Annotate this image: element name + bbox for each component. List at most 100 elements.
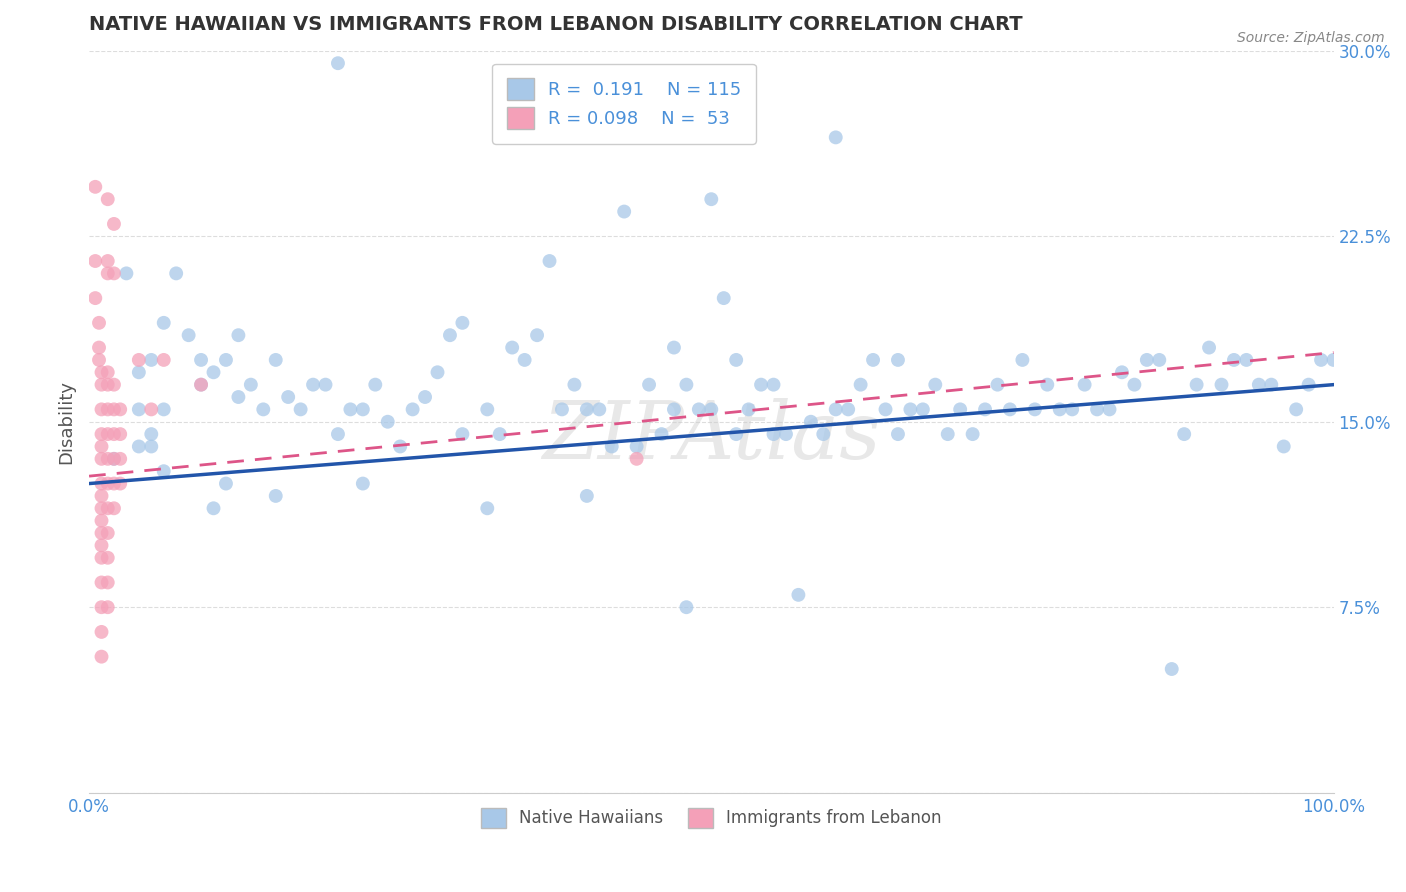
Point: [575, 489, 598, 503]
Point: [90, 402, 112, 417]
Point: [103, 427, 125, 442]
Point: [141, 402, 163, 417]
Point: [90, 649, 112, 664]
Point: [97, 575, 120, 590]
Point: [87, 316, 110, 330]
Point: [1223, 353, 1246, 368]
Point: [326, 427, 349, 442]
Point: [97, 526, 120, 541]
Point: [90, 365, 112, 379]
Point: [824, 402, 846, 417]
Point: [103, 501, 125, 516]
Point: [364, 377, 387, 392]
Point: [1085, 402, 1108, 417]
Point: [90, 489, 112, 503]
Point: [90, 538, 112, 552]
Point: [128, 440, 150, 454]
Point: [352, 476, 374, 491]
Point: [849, 377, 872, 392]
Point: [1160, 662, 1182, 676]
Point: [613, 204, 636, 219]
Point: [141, 353, 163, 368]
Point: [1149, 353, 1171, 368]
Point: [413, 390, 436, 404]
Legend: Native Hawaiians, Immigrants from Lebanon: Native Hawaiians, Immigrants from Lebano…: [472, 799, 950, 836]
Point: [1322, 353, 1344, 368]
Point: [90, 440, 112, 454]
Point: [488, 427, 510, 442]
Point: [315, 377, 337, 392]
Point: [1185, 377, 1208, 392]
Point: [97, 377, 120, 392]
Point: [1234, 353, 1257, 368]
Point: [215, 353, 238, 368]
Point: [1310, 353, 1333, 368]
Point: [141, 427, 163, 442]
Point: [688, 402, 710, 417]
Point: [875, 402, 897, 417]
Point: [1062, 402, 1084, 417]
Point: [202, 365, 225, 379]
Point: [887, 427, 910, 442]
Point: [401, 402, 423, 417]
Point: [1272, 440, 1295, 454]
Point: [564, 377, 586, 392]
Point: [97, 451, 120, 466]
Point: [924, 377, 946, 392]
Point: [439, 328, 461, 343]
Point: [103, 451, 125, 466]
Point: [477, 501, 499, 516]
Point: [97, 501, 120, 516]
Point: [90, 526, 112, 541]
Point: [90, 501, 112, 516]
Point: [152, 464, 174, 478]
Point: [326, 56, 349, 70]
Point: [141, 440, 163, 454]
Point: [588, 402, 610, 417]
Point: [108, 451, 131, 466]
Point: [202, 501, 225, 516]
Point: [389, 440, 412, 454]
Point: [103, 476, 125, 491]
Point: [1036, 377, 1059, 392]
Point: [103, 217, 125, 231]
Point: [97, 550, 120, 565]
Point: [688, 105, 710, 120]
Point: [90, 550, 112, 565]
Point: [426, 365, 449, 379]
Point: [97, 192, 120, 206]
Point: [1260, 377, 1282, 392]
Text: Source: ZipAtlas.com: Source: ZipAtlas.com: [1237, 31, 1385, 45]
Point: [477, 402, 499, 417]
Point: [87, 353, 110, 368]
Point: [949, 402, 972, 417]
Point: [352, 402, 374, 417]
Point: [1024, 402, 1046, 417]
Point: [152, 402, 174, 417]
Y-axis label: Disability: Disability: [58, 380, 75, 464]
Point: [1285, 402, 1308, 417]
Point: [675, 600, 697, 615]
Point: [103, 266, 125, 280]
Point: [762, 427, 785, 442]
Point: [762, 377, 785, 392]
Point: [451, 316, 474, 330]
Point: [626, 440, 648, 454]
Point: [824, 130, 846, 145]
Point: [215, 476, 238, 491]
Point: [650, 427, 672, 442]
Point: [97, 476, 120, 491]
Point: [662, 341, 685, 355]
Point: [998, 402, 1021, 417]
Point: [90, 624, 112, 639]
Text: ZIPAtlas: ZIPAtlas: [543, 398, 880, 475]
Point: [775, 427, 797, 442]
Point: [675, 377, 697, 392]
Point: [700, 402, 723, 417]
Point: [128, 365, 150, 379]
Point: [290, 402, 312, 417]
Point: [538, 254, 561, 268]
Point: [800, 415, 823, 429]
Point: [190, 377, 212, 392]
Point: [1098, 402, 1121, 417]
